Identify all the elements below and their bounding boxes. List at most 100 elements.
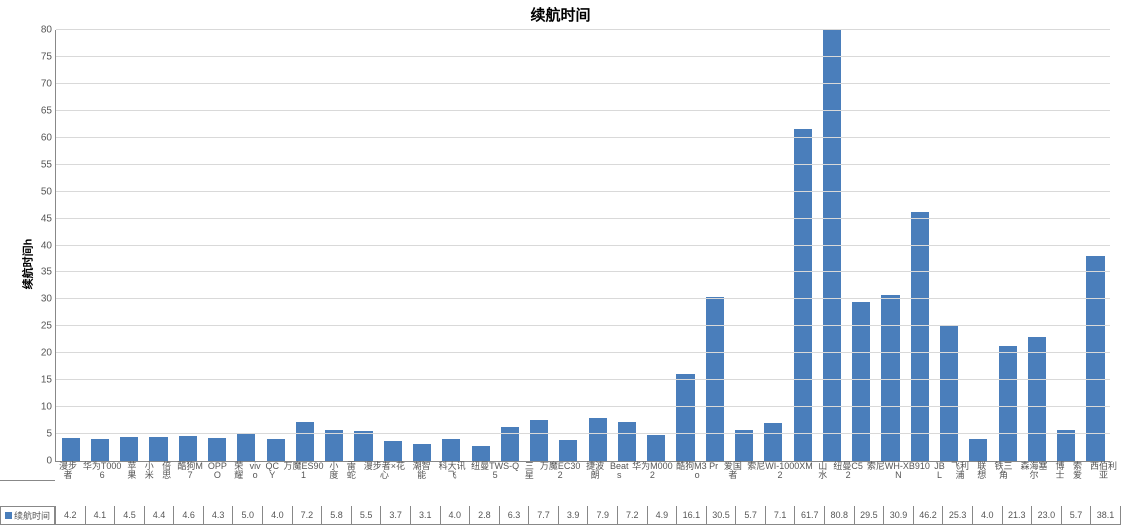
bar (940, 325, 958, 461)
data-cell: 4.2 (55, 506, 85, 525)
category-cell: 万魔EC302 (538, 462, 582, 481)
legend-label: 续航时间 (14, 509, 50, 522)
bar-slot (612, 30, 641, 461)
category-label: vivo (247, 462, 262, 481)
category-cell: 联想 (973, 462, 990, 481)
y-tick-label: 10 (41, 402, 56, 413)
y-tick-label: 70 (41, 78, 56, 89)
category-label: 索尼WI-1000XM2 (746, 462, 814, 481)
bar-slot (407, 30, 436, 461)
category-cell: 酷狗M3 Pro (674, 462, 719, 481)
category-cell: 小度 (325, 462, 342, 481)
bar-slot (85, 30, 114, 461)
data-cell: 16.1 (676, 506, 706, 525)
category-cell: 西伯利亚 (1086, 462, 1121, 481)
category-label: 索爱 (1069, 462, 1086, 481)
legend-cell: 续航时间 (0, 506, 55, 525)
y-tick-label: 20 (41, 348, 56, 359)
category-label: QCY (263, 462, 282, 481)
category-label: OPPO (205, 462, 230, 481)
data-cell: 5.0 (232, 506, 262, 525)
category-cell: 索爱 (1069, 462, 1086, 481)
category-cell: 铁三角 (990, 462, 1016, 481)
bar (647, 435, 665, 461)
data-cell: 6.3 (499, 506, 529, 525)
bar (296, 422, 314, 461)
category-label: 万魔ES901 (282, 462, 326, 481)
grid-line (56, 56, 1110, 57)
grid-line (56, 164, 1110, 165)
bar (325, 430, 343, 461)
data-cell: 3.9 (558, 506, 588, 525)
category-label: 苹果 (123, 462, 140, 481)
data-cell: 4.0 (440, 506, 470, 525)
data-cell: 7.9 (587, 506, 617, 525)
grid-line (56, 29, 1110, 30)
y-tick-label: 80 (41, 25, 56, 36)
bar (881, 295, 899, 461)
bar (764, 423, 782, 461)
category-cell: QCY (263, 462, 282, 481)
category-label: 小米 (141, 462, 158, 481)
category-label: 倍思 (158, 462, 175, 481)
bar (267, 439, 285, 461)
bar (735, 430, 753, 461)
category-cell: 潮智能 (409, 462, 435, 481)
data-cell: 23.0 (1031, 506, 1061, 525)
grid-line (56, 298, 1110, 299)
data-cell: 4.9 (647, 506, 677, 525)
y-tick-label: 30 (41, 294, 56, 305)
category-cell: 漫步者×花心 (360, 462, 409, 481)
bar (1086, 256, 1104, 461)
y-tick-label: 60 (41, 132, 56, 143)
data-cell: 4.0 (262, 506, 292, 525)
data-cell: 4.6 (173, 506, 203, 525)
bar (179, 436, 197, 461)
data-cell: 7.1 (765, 506, 795, 525)
grid-line (56, 406, 1110, 407)
bar (91, 439, 109, 461)
chart-container: 续航时间 续航时间h 05101520253035404550556065707… (0, 0, 1121, 528)
data-cell: 7.7 (528, 506, 558, 525)
bar-slot (261, 30, 290, 461)
category-label: 联想 (973, 462, 990, 481)
bar (384, 441, 402, 461)
grid-line (56, 325, 1110, 326)
chart-title: 续航时间 (0, 4, 1121, 25)
category-label: 小度 (325, 462, 342, 481)
category-cell: 爱国者 (720, 462, 746, 481)
data-cell: 46.2 (913, 506, 943, 525)
bars-group (56, 30, 1110, 461)
bar (1028, 337, 1046, 461)
bar-slot (1081, 30, 1110, 461)
bar (208, 438, 226, 461)
bar (911, 212, 929, 461)
category-label: 森海塞尔 (1017, 462, 1052, 481)
data-cell: 7.2 (292, 506, 322, 525)
category-label: 漫步者 (55, 462, 81, 481)
bar-slot (554, 30, 583, 461)
category-label: 雷蛇 (343, 462, 360, 481)
category-cell: 酷狗M7 (175, 462, 204, 481)
category-label: 纽曼C52 (831, 462, 864, 481)
category-cell: 科大讯飞 (435, 462, 470, 481)
category-cell: 捷波朗 (582, 462, 608, 481)
category-cell: 飞利浦 (947, 462, 973, 481)
grid-line (56, 245, 1110, 246)
bar-slot (466, 30, 495, 461)
bar-slot (993, 30, 1022, 461)
bar-slot (817, 30, 846, 461)
bar-slot (144, 30, 173, 461)
data-cell: 4.1 (85, 506, 115, 525)
bar-slot (642, 30, 671, 461)
data-cell: 25.3 (942, 506, 972, 525)
plot-area: 05101520253035404550556065707580 (55, 30, 1110, 462)
category-cell: Beats (608, 462, 630, 481)
grid-line (56, 137, 1110, 138)
bar-slot (934, 30, 963, 461)
grid-line (56, 433, 1110, 434)
category-label: 万魔EC302 (538, 462, 582, 481)
category-cell: 荣耀 (230, 462, 247, 481)
category-cell: JBL (932, 462, 947, 481)
bar-slot (583, 30, 612, 461)
